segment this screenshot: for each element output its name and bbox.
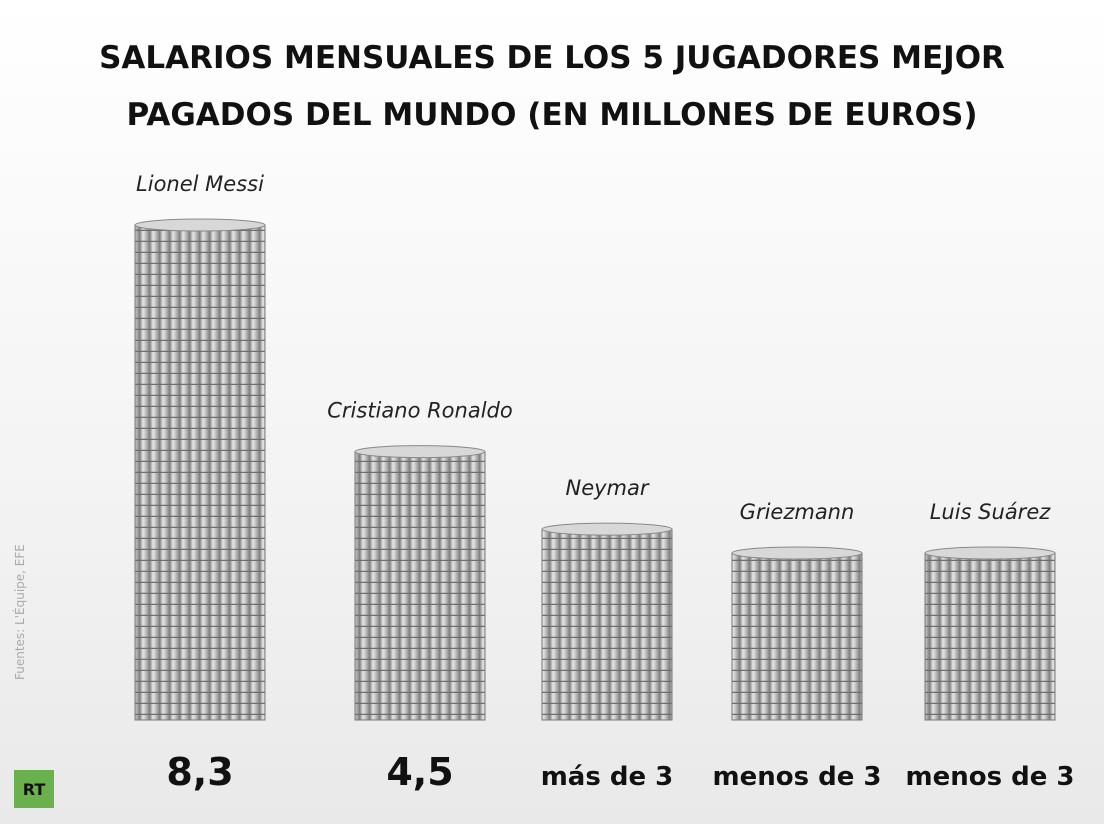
coin-stack <box>134 224 266 721</box>
player-name: Neymar <box>565 476 649 500</box>
value-label: menos de 3 <box>905 762 1074 792</box>
logo-box <box>14 770 54 808</box>
player-name: Griezmann <box>740 500 855 524</box>
coin-stack <box>731 552 863 721</box>
value-label: 4,5 <box>386 750 453 794</box>
player-name: Luis Suárez <box>930 500 1052 524</box>
coin-stack <box>924 552 1056 721</box>
player-name: Lionel Messi <box>136 172 264 196</box>
coin-top <box>731 546 863 560</box>
coin-top <box>924 546 1056 560</box>
coin-top <box>541 522 673 536</box>
value-label: 8,3 <box>166 750 233 794</box>
value-label: menos de 3 <box>712 762 881 792</box>
chart-title: SALARIOS MENSUALES DE LOS 5 JUGADORES ME… <box>99 40 1005 133</box>
coin-stack <box>354 451 486 721</box>
coin-stack <box>541 528 673 721</box>
value-label: más de 3 <box>541 762 674 792</box>
coin-top <box>134 218 266 232</box>
source: Fuentes: L'Équipe, EFE <box>12 544 27 680</box>
logo: RT <box>23 780 46 799</box>
player-name: Cristiano Ronaldo <box>327 399 512 423</box>
coin-top <box>354 445 486 459</box>
